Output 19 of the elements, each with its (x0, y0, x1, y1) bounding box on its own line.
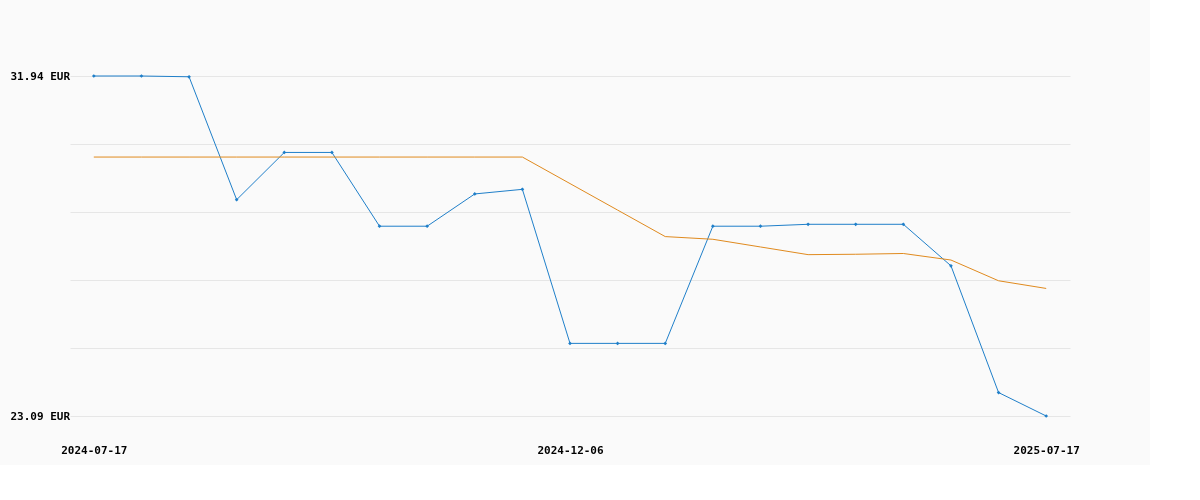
point (187, 74, 191, 79)
y-tick-label: 23.09 EUR (10, 409, 71, 423)
point (949, 263, 953, 268)
point (568, 341, 572, 346)
point (139, 74, 144, 78)
line-series (93, 156, 1047, 289)
point (806, 222, 810, 227)
point (330, 150, 334, 155)
x-tick-label: 2024-12-06 (537, 443, 604, 457)
point (663, 341, 668, 346)
point (282, 150, 287, 155)
point (472, 192, 477, 196)
x-tick-label: 2024-07-17 (61, 443, 128, 457)
point (1044, 414, 1049, 418)
y-tick-label: 31.94 EUR (10, 69, 71, 83)
point (377, 224, 382, 229)
point (758, 224, 763, 229)
x-tick-label: 2025-07-17 (1013, 443, 1080, 457)
point (91, 74, 96, 78)
